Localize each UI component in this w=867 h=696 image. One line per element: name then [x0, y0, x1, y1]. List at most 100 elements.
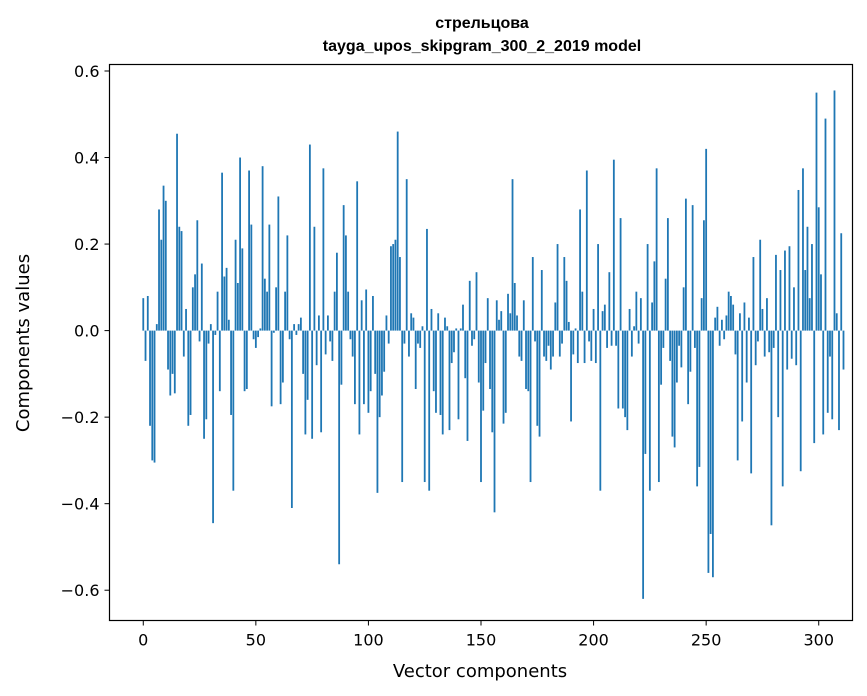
- bar: [554, 302, 557, 331]
- bar: [788, 246, 791, 331]
- bar: [178, 226, 181, 331]
- plot-frame: [108, 63, 854, 622]
- bar: [279, 330, 282, 405]
- bar: [390, 246, 392, 331]
- bar: [842, 330, 845, 370]
- bar: [563, 257, 566, 331]
- bar: [795, 330, 798, 366]
- bar: [565, 280, 568, 331]
- bar: [399, 257, 401, 331]
- bar: [781, 330, 784, 487]
- bar: [241, 248, 244, 331]
- bar: [624, 330, 626, 418]
- bar: [191, 287, 194, 331]
- bar: [315, 330, 318, 366]
- bar: [498, 319, 500, 331]
- bar: [216, 291, 219, 331]
- bar: [426, 228, 428, 331]
- bar: [439, 330, 442, 415]
- bar: [538, 330, 541, 437]
- bar: [471, 330, 473, 346]
- bar: [403, 330, 406, 344]
- bar: [374, 330, 377, 374]
- bar: [817, 207, 820, 331]
- bar: [811, 244, 813, 331]
- bar: [243, 330, 246, 392]
- bar: [480, 330, 482, 483]
- bar: [534, 330, 536, 342]
- bar: [385, 315, 388, 331]
- bar: [552, 330, 554, 357]
- bar: [700, 298, 703, 331]
- bar: [759, 239, 762, 331]
- bar: [509, 313, 512, 331]
- bar: [721, 319, 723, 331]
- bar: [173, 330, 176, 394]
- bar: [772, 330, 775, 348]
- bar: [288, 330, 291, 340]
- bar: [619, 218, 622, 331]
- bar: [525, 330, 527, 390]
- bar: [209, 324, 212, 331]
- bar: [574, 328, 577, 331]
- bar: [455, 328, 458, 331]
- bar: [691, 205, 694, 331]
- bar: [646, 244, 649, 331]
- bar: [824, 118, 827, 331]
- bar: [696, 330, 699, 487]
- bar: [648, 330, 651, 491]
- bar: [748, 317, 750, 331]
- bar: [169, 330, 172, 396]
- bar: [477, 330, 480, 383]
- bar: [802, 168, 804, 331]
- bar: [308, 144, 311, 331]
- bar: [196, 220, 199, 331]
- bar: [567, 321, 570, 331]
- bar: [259, 328, 262, 331]
- bar: [835, 313, 838, 331]
- bar: [263, 278, 266, 331]
- bar: [545, 330, 548, 361]
- bar: [750, 330, 753, 474]
- bar: [745, 330, 748, 383]
- bar: [675, 330, 678, 383]
- bar: [797, 189, 800, 331]
- bar: [779, 270, 782, 331]
- bar: [464, 330, 467, 379]
- bar: [673, 330, 676, 448]
- bar: [153, 330, 156, 463]
- bar: [491, 330, 494, 433]
- bar: [194, 274, 196, 331]
- bar: [684, 198, 687, 331]
- bar: [317, 315, 320, 331]
- bar: [444, 317, 446, 331]
- bar: [669, 330, 672, 361]
- bar: [768, 330, 771, 353]
- bar: [200, 263, 203, 331]
- bar: [693, 330, 696, 348]
- bar: [736, 330, 739, 461]
- bar: [212, 330, 214, 524]
- bar: [236, 283, 239, 331]
- bar: [336, 252, 338, 331]
- bar: [549, 330, 552, 370]
- bar: [462, 304, 464, 331]
- bar: [601, 311, 604, 331]
- bar: [628, 308, 631, 331]
- bar: [815, 92, 818, 331]
- bar: [585, 170, 588, 331]
- bar: [320, 330, 323, 433]
- bar: [581, 291, 584, 331]
- bar: [529, 330, 532, 483]
- bar: [705, 148, 708, 331]
- bar: [205, 330, 208, 420]
- bar: [450, 330, 453, 364]
- bar: [254, 330, 257, 348]
- bar: [540, 270, 543, 331]
- bar: [608, 272, 611, 331]
- bar: [536, 330, 539, 426]
- bar: [752, 257, 755, 331]
- bar: [502, 330, 505, 424]
- bar: [770, 330, 773, 526]
- bar: [342, 205, 345, 331]
